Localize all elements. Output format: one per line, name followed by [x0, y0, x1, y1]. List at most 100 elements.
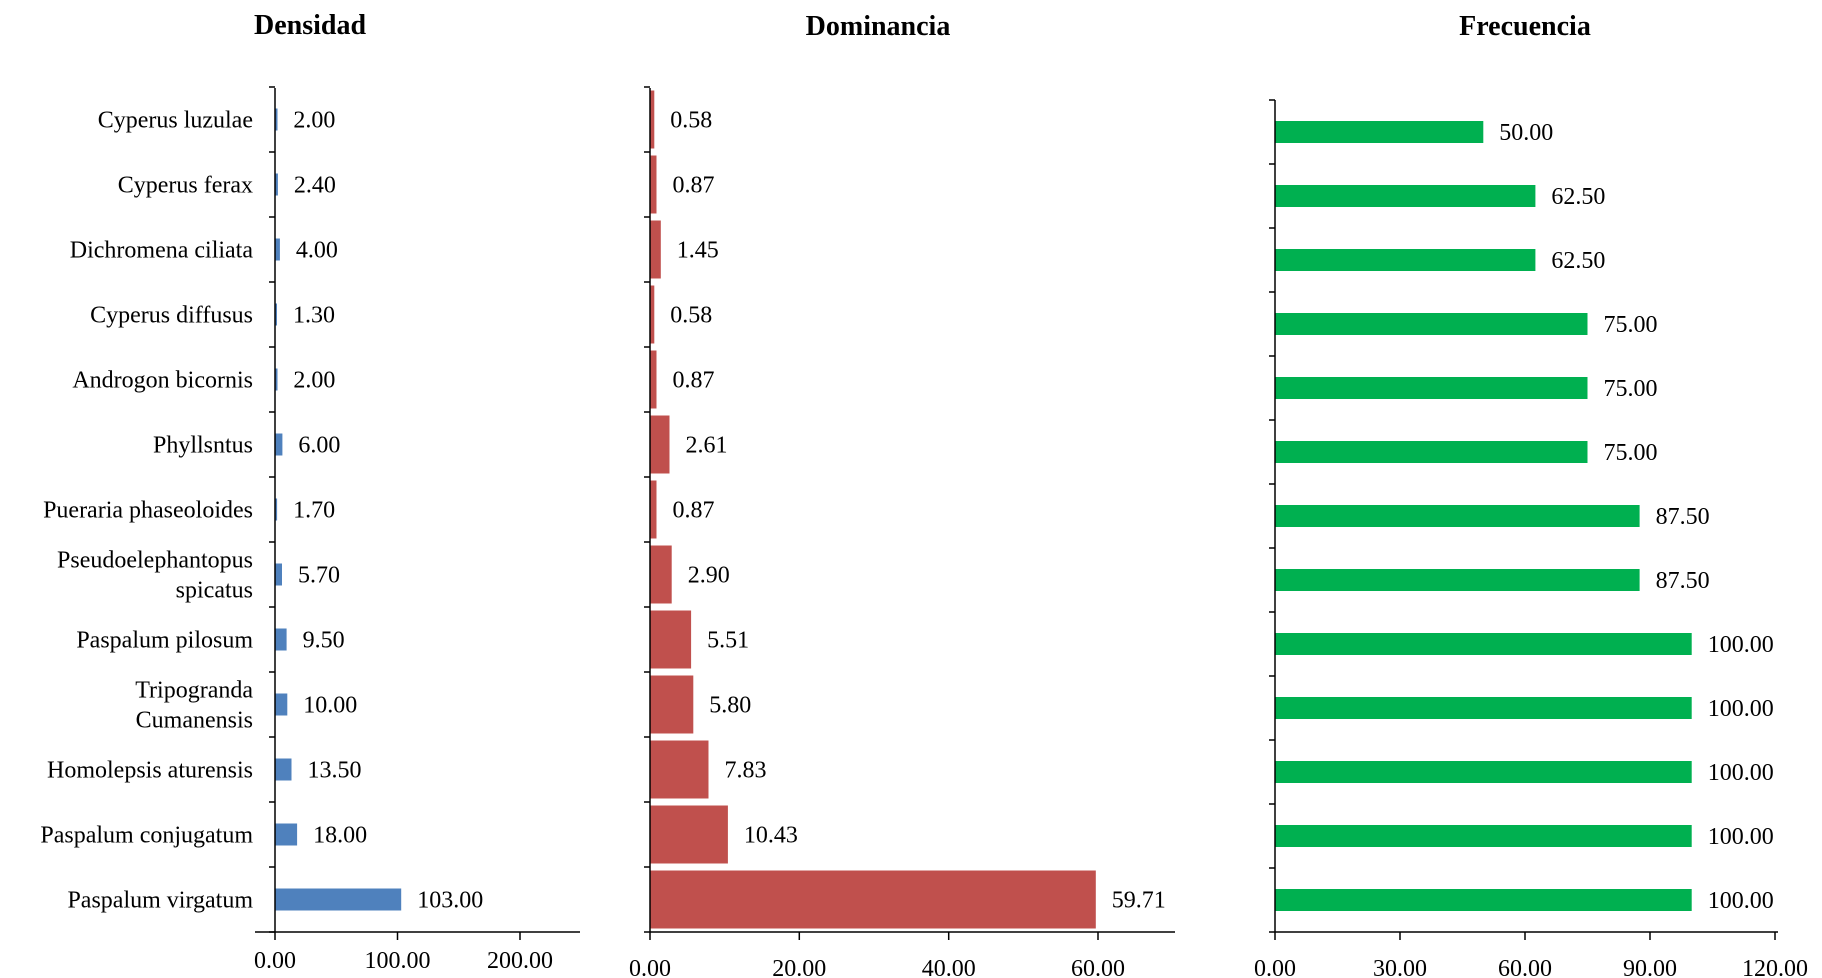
data-label-densidad: 6.00 [298, 433, 340, 459]
data-label-densidad: 13.50 [308, 758, 362, 784]
data-label-frecuencia: 75.00 [1604, 440, 1658, 466]
bar-densidad [275, 823, 298, 846]
tick-label-frecuencia: 60.00 [1498, 956, 1552, 978]
tick-label-dominancia: 40.00 [922, 956, 976, 978]
data-label-dominancia: 2.90 [688, 563, 730, 589]
bar-densidad [275, 888, 402, 911]
bar-dominancia [650, 480, 657, 539]
bar-densidad [275, 693, 288, 716]
bar-dominancia [650, 350, 657, 409]
bar-frecuencia [1275, 441, 1588, 463]
data-label-dominancia: 5.51 [707, 628, 749, 654]
bar-densidad [275, 238, 280, 261]
data-label-frecuencia: 87.50 [1656, 504, 1710, 530]
bar-frecuencia [1275, 825, 1692, 847]
category-label: Pseudoelephantopus spicatus [57, 548, 253, 604]
bar-frecuencia [1275, 313, 1588, 335]
tick-label-frecuencia: 90.00 [1623, 956, 1677, 978]
category-label: Tripogranda Cumanensis [135, 678, 253, 734]
data-label-dominancia: 1.45 [677, 238, 719, 264]
category-label: Pueraria phaseoloides [43, 498, 253, 524]
data-label-densidad: 103.00 [417, 888, 483, 914]
tick-label-dominancia: 0.00 [629, 956, 671, 978]
panel-title-densidad: Densidad [254, 10, 366, 41]
tick-label-dominancia: 60.00 [1071, 956, 1125, 978]
panel-title-frecuencia: Frecuencia [1459, 11, 1591, 42]
data-label-frecuencia: 100.00 [1708, 696, 1774, 722]
tick-label-densidad: 200.00 [487, 948, 553, 974]
data-label-dominancia: 7.83 [725, 758, 767, 784]
bar-frecuencia [1275, 569, 1640, 591]
bar-frecuencia [1275, 761, 1692, 783]
panel-frecuencia: Frecuencia 50.00 62.50 62.50 75.00 75.00 75.00… [1254, 11, 1808, 978]
bar-dominancia [650, 545, 672, 604]
category-label: Paspalum pilosum [76, 628, 253, 654]
data-label-densidad: 9.50 [303, 628, 345, 654]
bar-densidad [275, 563, 282, 586]
data-label-frecuencia: 100.00 [1708, 632, 1774, 658]
bar-dominancia [650, 415, 670, 474]
bar-densidad [275, 303, 277, 326]
data-label-frecuencia: 75.00 [1604, 376, 1658, 402]
bar-dominancia [650, 155, 657, 214]
bar-dominancia [650, 90, 655, 149]
data-label-frecuencia: 62.50 [1551, 184, 1605, 210]
panel-title-dominancia: Dominancia [806, 11, 951, 42]
tick-label-densidad: 0.00 [254, 948, 296, 974]
bar-dominancia [650, 870, 1096, 929]
data-label-frecuencia: 50.00 [1499, 120, 1553, 146]
category-label: Cyperus diffusus [90, 303, 253, 329]
bar-densidad [275, 368, 278, 391]
data-label-densidad: 2.00 [293, 108, 335, 134]
bar-frecuencia [1275, 121, 1484, 143]
category-label: Paspalum virgatum [67, 888, 253, 914]
chart-panels: Densidad 2.00 2.40 4.00 1.30 2.00 6.00 1.70 5.70… [40, 10, 1808, 978]
data-label-densidad: 5.70 [298, 563, 340, 589]
data-label-densidad: 1.30 [293, 303, 335, 329]
data-label-densidad: 4.00 [296, 238, 338, 264]
bar-dominancia [650, 740, 709, 799]
data-label-frecuencia: 62.50 [1551, 248, 1605, 274]
bar-frecuencia [1275, 697, 1692, 719]
panel-densidad: Densidad 2.00 2.40 4.00 1.30 2.00 6.00 1.70 5.70… [40, 10, 580, 974]
bar-densidad [275, 498, 278, 521]
tick-label-frecuencia: 0.00 [1254, 956, 1296, 978]
data-label-densidad: 10.00 [303, 693, 357, 719]
bar-densidad [275, 108, 278, 131]
data-label-dominancia: 2.61 [686, 433, 728, 459]
data-label-frecuencia: 100.00 [1708, 888, 1774, 914]
data-label-dominancia: 0.58 [670, 303, 712, 329]
data-label-dominancia: 10.43 [744, 823, 798, 849]
category-label: Cyperus ferax [118, 173, 253, 199]
bar-densidad [275, 758, 292, 781]
data-label-dominancia: 0.87 [673, 498, 715, 524]
bar-frecuencia [1275, 249, 1536, 271]
bar-dominancia [650, 610, 692, 669]
bar-frecuencia [1275, 377, 1588, 399]
bar-densidad [275, 173, 278, 196]
data-label-frecuencia: 100.00 [1708, 760, 1774, 786]
data-label-frecuencia: 100.00 [1708, 824, 1774, 850]
bar-dominancia [650, 220, 661, 279]
bar-frecuencia [1275, 505, 1640, 527]
panel-dominancia: Dominancia 0.58 0.87 1.45 0.58 0.87 2.61 0.87 2.… [629, 11, 1175, 978]
data-label-densidad: 2.40 [294, 173, 336, 199]
data-label-dominancia: 0.87 [673, 173, 715, 199]
bar-frecuencia [1275, 633, 1692, 655]
data-label-densidad: 2.00 [293, 368, 335, 394]
bar-dominancia [650, 805, 728, 864]
tick-label-frecuencia: 30.00 [1373, 956, 1427, 978]
category-label: Homolepsis aturensis [47, 758, 253, 784]
tick-label-frecuencia: 120.00 [1742, 956, 1808, 978]
bar-dominancia [650, 285, 655, 344]
bar-frecuencia [1275, 889, 1692, 911]
category-label: Phyllsntus [153, 433, 253, 459]
bar-frecuencia [1275, 185, 1536, 207]
data-label-dominancia: 0.58 [670, 108, 712, 134]
data-label-frecuencia: 87.50 [1656, 568, 1710, 594]
category-label: Dichromena ciliata [70, 238, 254, 264]
data-label-densidad: 18.00 [313, 823, 367, 849]
data-label-densidad: 1.70 [293, 498, 335, 524]
data-label-dominancia: 5.80 [709, 693, 751, 719]
